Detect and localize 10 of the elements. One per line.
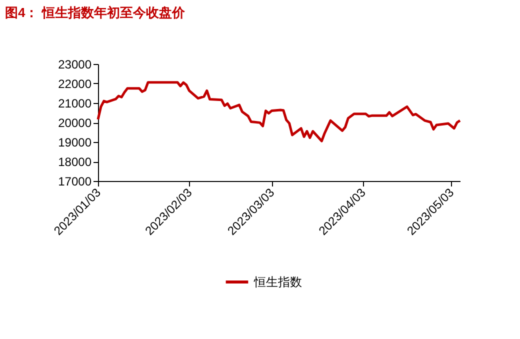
line-series (96, 81, 462, 142)
legend-label: 恒生指数 (253, 275, 302, 289)
y-tick-label: 19000 (58, 136, 92, 150)
y-tick-label: 17000 (58, 174, 92, 188)
y-tick-label: 20000 (58, 116, 92, 130)
y-tick-label: 22000 (58, 77, 92, 91)
y-tick-label: 21000 (58, 96, 92, 110)
y-tick-label: 23000 (58, 58, 92, 72)
y-tick-label: 18000 (58, 155, 92, 169)
chart-title: 图4： 恒生指数年初至今收盘价 (5, 5, 186, 20)
